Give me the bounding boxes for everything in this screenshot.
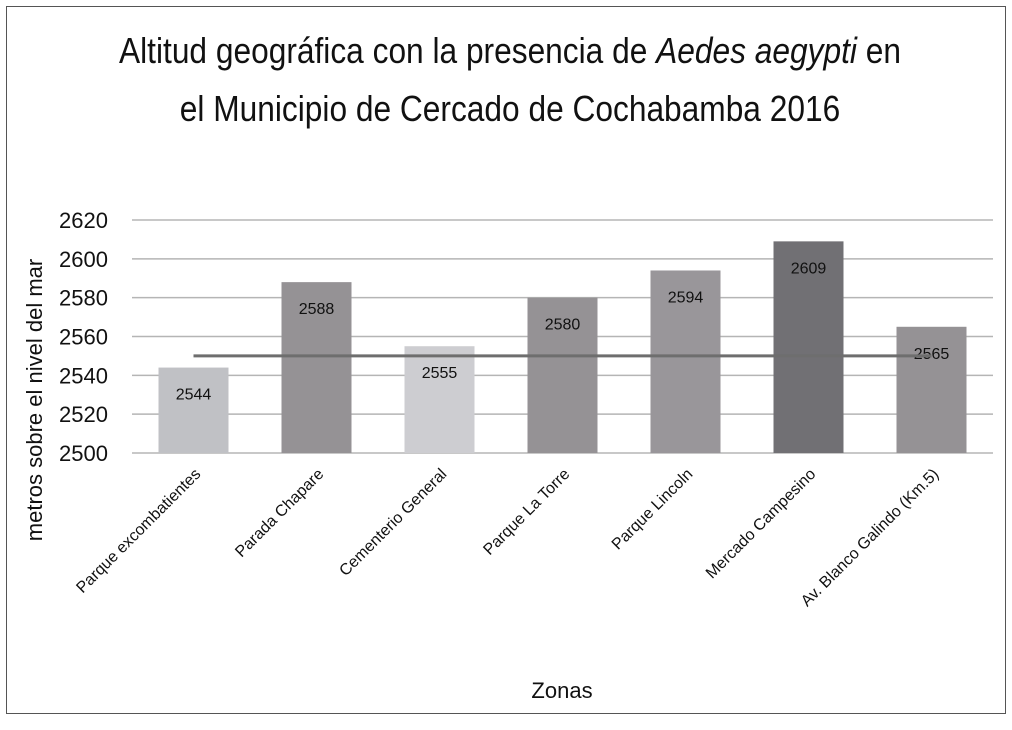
title-part: en el Municipio de Cercado de Cochabamba… — [179, 30, 901, 129]
x-tick-label: Parque La Torre — [480, 466, 573, 559]
y-tick-label: 2600 — [59, 247, 108, 272]
chart-title: Altitud geográfica con la presencia de A… — [114, 22, 906, 138]
data-label: 2609 — [791, 260, 827, 277]
title-part: Aedes aegypti — [656, 30, 857, 71]
bar — [650, 270, 721, 453]
data-label: 2565 — [914, 346, 950, 363]
bar — [527, 297, 598, 453]
bar — [773, 241, 844, 453]
x-tick-label: Mercado Campesino — [703, 466, 819, 582]
bar — [896, 326, 967, 453]
bar — [404, 346, 475, 453]
data-label: 2544 — [176, 387, 212, 404]
data-label: 2580 — [545, 317, 581, 334]
data-label: 2555 — [422, 365, 458, 382]
x-tick-label: Parque Lincoln — [609, 466, 697, 554]
x-tick-label: Parada Chapare — [232, 466, 327, 561]
title-part: Altitud geográfica con la presencia de — [119, 30, 657, 71]
chart-frame — [6, 6, 1006, 714]
data-label: 2588 — [299, 301, 335, 318]
x-axis-label: Zonas — [531, 678, 592, 703]
y-tick-label: 2520 — [59, 402, 108, 427]
x-tick-label: Av. Blanco Galindo (Km.5) — [798, 466, 942, 610]
y-tick-label: 2560 — [59, 325, 108, 350]
y-axis-label: metros sobre el nivel del mar — [22, 259, 47, 541]
y-tick-label: 2500 — [59, 441, 108, 466]
data-label: 2594 — [668, 289, 704, 306]
bar — [281, 282, 352, 453]
bar — [158, 367, 229, 453]
y-tick-label: 2580 — [59, 286, 108, 311]
y-tick-label: 2540 — [59, 363, 108, 388]
x-tick-label: Parque excombatientes — [73, 466, 204, 597]
y-tick-label: 2620 — [59, 208, 108, 233]
x-tick-label: Cementerio General — [336, 466, 450, 580]
